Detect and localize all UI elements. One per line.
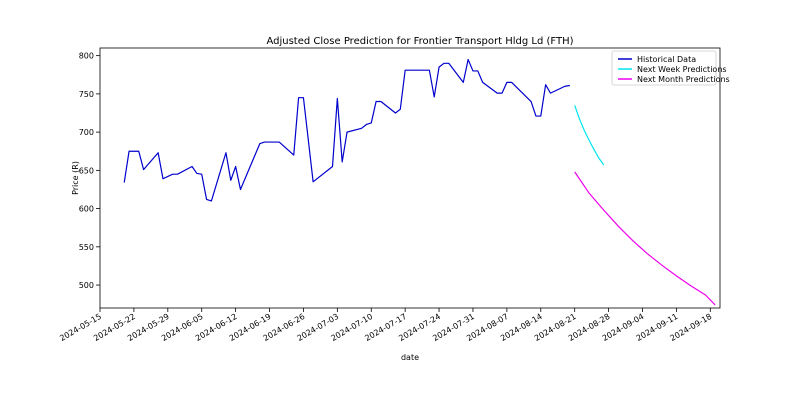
y-axis: 500 550 600 650 700 750 800 [79,52,100,290]
y-tick-label: 650 [79,166,94,175]
y-tick-label: 550 [79,243,94,252]
legend-box [611,50,717,86]
plot-area [123,58,716,306]
series-line-historical-data [123,58,570,202]
y-tick-label: 600 [79,205,94,214]
x-axis: 2024-05-152024-05-222024-05-292024-06-05… [58,308,713,343]
plot-frame [99,47,721,309]
y-tick-label: 800 [79,52,94,61]
legend-entry: Historical Data [637,55,696,64]
y-axis-label: Price (R) [71,161,80,195]
y-tick-label: 700 [79,128,94,137]
series-line-next-week-predictions [574,105,605,166]
series-line-next-month-predictions [574,171,716,306]
y-tick-label: 500 [79,281,94,290]
x-axis-label: date [401,353,419,362]
y-tick-label: 750 [79,90,94,99]
chart-title: Adjusted Close Prediction for Frontier T… [266,36,573,47]
legend-entry: Next Week Predictions [637,65,727,74]
legend-entry: Next Month Predictions [637,75,730,84]
